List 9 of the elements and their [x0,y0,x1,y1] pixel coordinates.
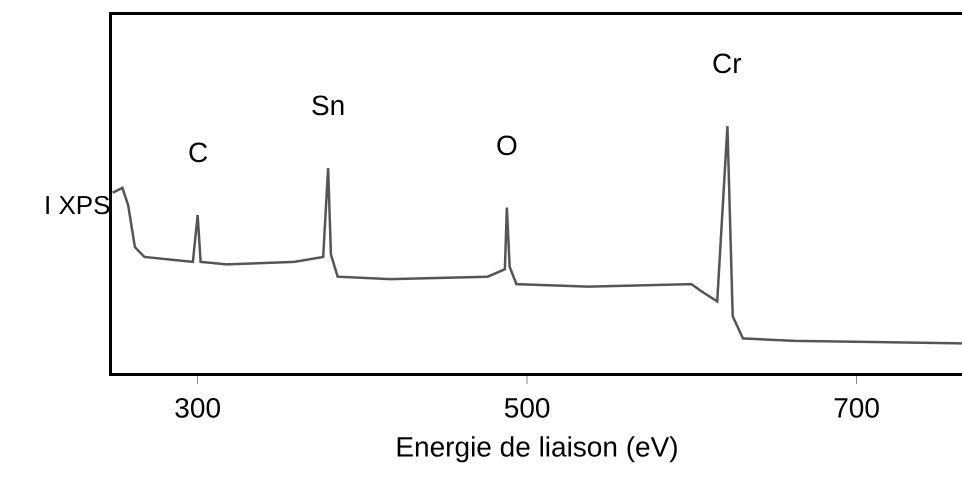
x-tick-label: 300 [174,392,222,424]
annotation: O [496,130,518,161]
x-tick-label: 700 [833,392,880,424]
x-axis-title: Energie de liaison (eV) [395,432,679,463]
annotation: Cr [712,48,742,79]
annotation: Sn [311,90,346,121]
x-tick-label: 500 [504,392,550,424]
annotation: C [188,137,208,168]
y-axis-title: I XPS [44,190,110,220]
